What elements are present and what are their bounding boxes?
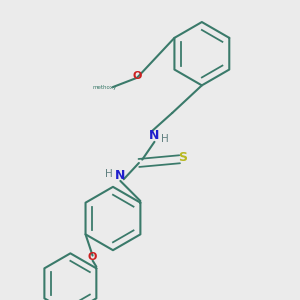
Text: N: N xyxy=(149,129,160,142)
Text: H: H xyxy=(105,169,112,179)
Text: N: N xyxy=(115,169,126,182)
Text: methoxy: methoxy xyxy=(92,85,117,89)
Text: S: S xyxy=(178,151,188,164)
Text: O: O xyxy=(132,71,142,81)
Text: H: H xyxy=(160,134,168,143)
Text: O: O xyxy=(88,252,97,262)
